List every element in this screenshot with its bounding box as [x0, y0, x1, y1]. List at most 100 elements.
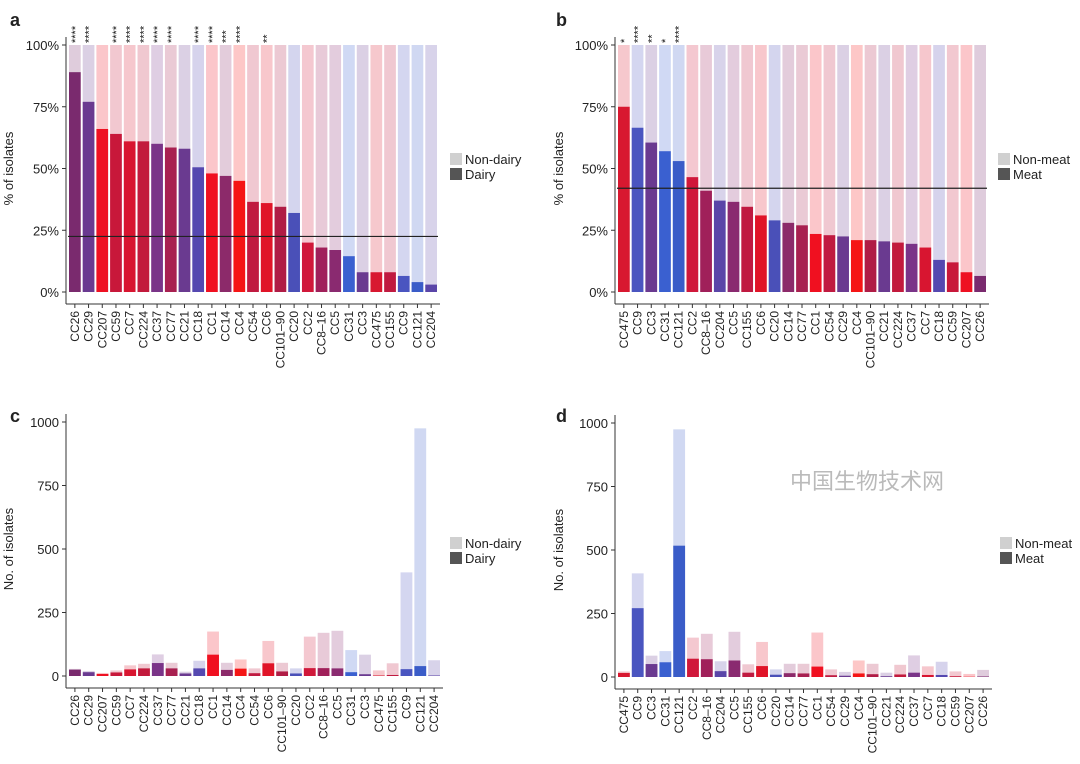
bar: [290, 673, 302, 676]
x-tick-label: CC204: [424, 311, 438, 349]
bar: [878, 241, 891, 292]
bar-background: [908, 655, 920, 677]
bar: [742, 672, 755, 677]
bar: [414, 666, 427, 676]
x-tick-label: CC224: [893, 696, 907, 734]
bar-background: [303, 636, 316, 676]
bar: [728, 660, 741, 677]
bar: [69, 669, 81, 676]
bar-background: [919, 45, 932, 292]
y-tick-label: 750: [586, 480, 608, 495]
x-tick-label: CC2: [686, 696, 700, 720]
x-tick-label: CC31: [658, 311, 672, 342]
bar-background: [811, 632, 824, 677]
bar: [343, 256, 355, 292]
bar-background: [728, 631, 741, 677]
significance-stars: ****: [152, 25, 164, 43]
x-tick-label: CC7: [921, 696, 935, 720]
x-tick-label: CC7: [123, 695, 137, 719]
x-tick-label: CC37: [907, 696, 921, 727]
x-tick-label: CC26: [68, 311, 82, 342]
bar: [219, 175, 232, 292]
bar-background: [825, 669, 838, 677]
bar-background: [974, 45, 986, 292]
bar-background: [343, 45, 355, 292]
bar-background: [839, 671, 851, 677]
x-tick-label: CC224: [137, 695, 151, 733]
x-tick-label: CC1: [205, 311, 219, 335]
x-tick-label: CC54: [246, 311, 260, 342]
bar-background: [206, 45, 218, 292]
bar: [192, 167, 205, 292]
bar: [905, 243, 918, 292]
bar-background: [425, 45, 437, 292]
bar-background: [960, 45, 973, 292]
bar: [178, 148, 191, 292]
bar: [247, 201, 259, 292]
bar: [274, 206, 287, 292]
y-tick-label: 50%: [582, 162, 608, 177]
x-tick-label: CC155: [383, 311, 397, 349]
x-tick-label: CC224: [891, 311, 905, 349]
bar: [397, 275, 410, 292]
x-tick-label: CC121: [413, 695, 427, 733]
bar-background: [262, 640, 275, 676]
bar-background: [782, 45, 795, 292]
bar-background: [386, 663, 399, 676]
y-tick-label: 750: [37, 479, 59, 494]
bar: [206, 173, 218, 292]
significance-stars: ****: [166, 25, 178, 43]
y-axis-label: No. of isolates: [551, 508, 566, 591]
bar-background: [315, 45, 328, 292]
x-tick-label: CC20: [769, 696, 783, 727]
bar: [69, 72, 81, 292]
x-tick-label: CC5: [727, 696, 741, 720]
significance-stars: ***: [221, 29, 233, 43]
bar: [356, 272, 369, 292]
bar-background: [864, 45, 877, 292]
bar-background: [288, 45, 300, 292]
bar: [220, 669, 233, 676]
significance-stars: *: [660, 38, 672, 43]
significance-stars: ****: [234, 25, 246, 43]
significance-stars: ****: [70, 25, 82, 43]
bar: [921, 674, 934, 677]
bar: [659, 662, 672, 677]
x-tick-label: CC8–16: [699, 311, 713, 355]
x-tick-label: CC20: [768, 311, 782, 342]
bar-background: [207, 631, 219, 676]
bar-background: [384, 45, 396, 292]
bar-background: [400, 572, 413, 676]
x-tick-label: CC2: [301, 311, 315, 335]
legend-label: Meat: [1015, 551, 1044, 566]
significance-stars: ****: [111, 25, 123, 43]
bar: [618, 106, 630, 292]
x-tick-label: CC4: [852, 696, 866, 720]
bar: [769, 674, 782, 677]
y-tick-label: 0: [52, 669, 59, 684]
bar-background: [892, 45, 904, 292]
bar-background: [850, 45, 863, 292]
legend-swatch: [450, 537, 462, 549]
y-tick-label: 250: [586, 607, 608, 622]
bar-background: [290, 668, 302, 676]
bar-background: [276, 662, 289, 676]
bar-background: [331, 630, 344, 676]
bar: [193, 668, 206, 676]
bar: [631, 608, 644, 677]
x-tick-label: CC155: [741, 696, 755, 734]
x-tick-label: CC101–90: [273, 311, 287, 369]
significance-stars: **: [262, 34, 274, 43]
bar-background: [274, 45, 287, 292]
x-tick-label: CC21: [177, 311, 191, 342]
bar-background: [687, 637, 699, 677]
legend-swatch: [450, 153, 462, 165]
bar: [755, 215, 767, 292]
bar-background: [370, 45, 383, 292]
x-tick-label: CC9: [631, 311, 645, 335]
x-tick-label: CC6: [754, 311, 768, 335]
x-tick-label: CC155: [386, 695, 400, 733]
bar: [164, 147, 177, 292]
bar-background: [317, 632, 330, 676]
significance-stars: *: [619, 38, 631, 43]
